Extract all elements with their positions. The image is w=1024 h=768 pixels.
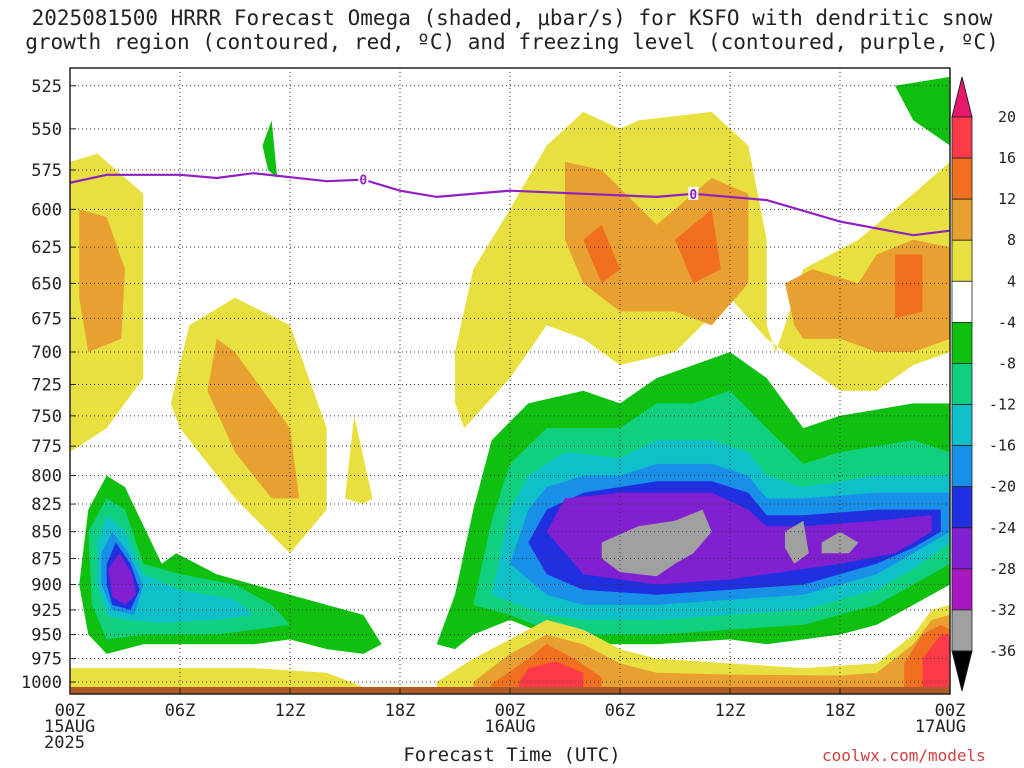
y-tick-label: 575 (31, 161, 62, 181)
y-tick-label: 650 (31, 274, 62, 294)
colorbar-label: -32 (989, 601, 1016, 619)
x-tick-label: 06Z (605, 701, 636, 721)
colorbar-bottom-arrow (951, 650, 973, 692)
y-tick-label: 925 (31, 601, 62, 621)
omega-region (262, 120, 278, 178)
credit-text: coolwx.com/models (822, 746, 986, 765)
y-tick-label: 875 (31, 549, 62, 569)
colorbar-swatch (951, 527, 973, 570)
freezing-level-contour: 00 (70, 172, 950, 237)
omega-region (895, 76, 950, 146)
colorbar-label: 20 (998, 108, 1016, 126)
x-tick-label: 00Z (495, 701, 526, 721)
omega-region (895, 254, 923, 319)
colorbar-label: -36 (989, 642, 1016, 660)
x-tick-label: 18Z (385, 701, 416, 721)
omega-region (207, 338, 300, 499)
x-tick-label: 2025 (44, 733, 85, 753)
omega-region (345, 415, 373, 504)
y-tick-label: 700 (31, 343, 62, 363)
chart-title: 2025081500 HRRR Forecast Omega (shaded, … (0, 6, 1024, 54)
y-tick-label: 750 (31, 407, 62, 427)
x-tick-label: 06Z (165, 701, 196, 721)
y-tick-label: 950 (31, 626, 62, 646)
x-tick-label: 17AUG (915, 717, 966, 737)
colorbar-top-arrow (951, 76, 973, 118)
colorbar-swatch (951, 363, 973, 405)
y-tick-label: 675 (31, 309, 62, 329)
colorbar-label: -12 (989, 396, 1016, 414)
colorbar-label: -28 (989, 560, 1016, 578)
x-tick-label: 12Z (715, 701, 746, 721)
omega-region (519, 661, 584, 688)
x-tick-label: 15AUG (44, 717, 95, 737)
title-line-2: growth region (contoured, red, ºC) and f… (25, 30, 999, 54)
x-tick-label: 00Z (55, 701, 86, 721)
colorbar-swatch (951, 568, 973, 611)
y-tick-label: 550 (31, 120, 62, 140)
colorbar-swatch (951, 280, 973, 323)
colorbar-swatch (951, 116, 973, 159)
y-tick-label: 975 (31, 650, 62, 670)
colorbar: 20 16 12 8 4 -4 -8 -12 -16 -20 -24 -28 -32 -36 (951, 76, 1016, 692)
omega-region (922, 634, 950, 688)
y-tick-label: 800 (31, 467, 62, 487)
y-tick-label: 850 (31, 523, 62, 543)
y-tick-label: 825 (31, 495, 62, 515)
y-tick-label: 625 (31, 238, 62, 258)
y-tick-label: 600 (31, 200, 62, 220)
y-tick-label: 525 (31, 77, 62, 97)
colorbar-swatch (951, 404, 973, 447)
omega-region (473, 614, 950, 690)
x-axis-label: Forecast Time (UTC) (403, 744, 621, 766)
colorbar-swatch (951, 321, 973, 364)
omega-shading (70, 76, 950, 694)
colorbar-label: 12 (998, 190, 1016, 208)
x-tick-label: 18Z (825, 701, 856, 721)
x-tick-label: 16AUG (484, 717, 535, 737)
omega-region (108, 553, 136, 605)
y-tick-label: 900 (31, 576, 62, 596)
title-line-1: 2025081500 HRRR Forecast Omega (shaded, … (31, 6, 993, 30)
omega-region (583, 224, 620, 284)
freezing-level-label-bg (358, 172, 369, 186)
y-tick-label: 725 (31, 375, 62, 395)
colorbar-label: -16 (989, 437, 1016, 455)
freezing-level-label: 0 (689, 188, 697, 203)
colorbar-label: -24 (989, 519, 1016, 537)
colorbar-swatch (951, 157, 973, 200)
omega-region (565, 161, 749, 326)
colorbar-label: -4 (998, 313, 1016, 331)
colorbar-label: 16 (998, 149, 1016, 167)
grid-lines (70, 68, 950, 694)
omega-region (675, 209, 721, 284)
y-tick-label: 1000 (21, 673, 62, 693)
colorbar-swatch (951, 198, 973, 241)
x-tick-label: 12Z (275, 701, 306, 721)
colorbar-swatch (951, 609, 973, 652)
freezing-level-label: 0 (359, 174, 367, 189)
colorbar-label: 4 (1007, 272, 1016, 290)
x-tick-label: 00Z (935, 701, 966, 721)
colorbar-label: -20 (989, 478, 1016, 496)
y-tick-label: 775 (31, 437, 62, 457)
freezing-level-label-bg (688, 186, 699, 200)
freezing-level-line (70, 172, 950, 237)
colorbar-swatch (951, 445, 973, 488)
omega-region (821, 531, 859, 554)
omega-region (79, 209, 125, 352)
y-axis-ticks: 525 550 575 600 625 650 675 700 725 750 775 800 825 8… (21, 77, 76, 693)
colorbar-swatch (951, 486, 973, 529)
colorbar-label: 8 (1007, 231, 1016, 249)
omega-region (601, 509, 712, 577)
colorbar-swatch (951, 239, 973, 282)
colorbar-label: -8 (998, 354, 1016, 372)
